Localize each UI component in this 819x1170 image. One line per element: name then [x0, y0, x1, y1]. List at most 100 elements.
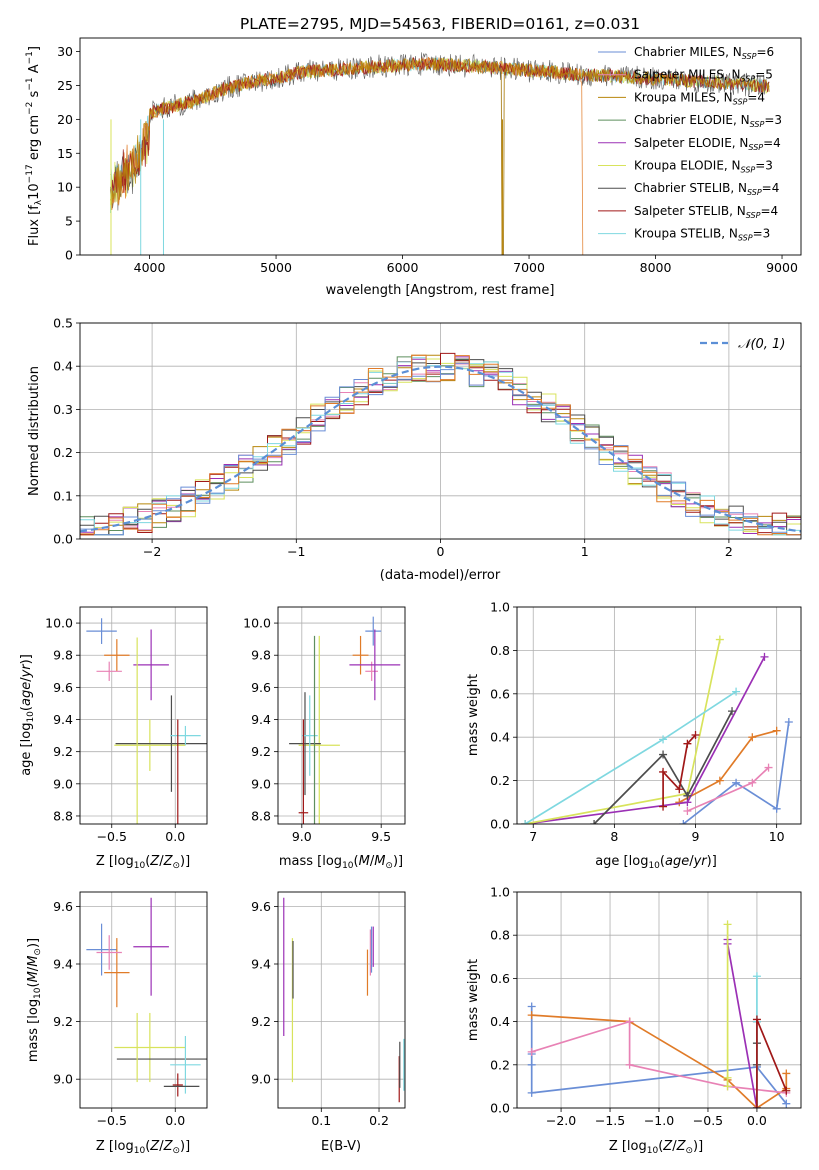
y-tick-label: 9.2	[53, 1014, 73, 1029]
errorbar-points	[283, 897, 405, 1103]
y-tick-label: 9.0	[53, 1072, 73, 1087]
massweight-vs-metallicity-panel: −2.0 −1.5 −1.0 −0.5 0.0 0.0 0.2 0.4 0.6 0.8 1.0	[490, 885, 802, 1128]
x-tick-label: 0.0	[747, 1113, 767, 1128]
residual-histogram-panel: −2 −1 0 1 2 0.0 0.1 0.2 0.3 0.4 0.5 𝒩(0, 1)	[53, 316, 802, 559]
y-tick-label: 9.2	[251, 1014, 271, 1029]
weight-line	[756, 1019, 788, 1108]
p2-ylabel: age [log10(age/yr)]	[19, 654, 36, 776]
x-tick-label: 7	[529, 829, 537, 844]
histogram-legend: 𝒩(0, 1)	[700, 337, 785, 352]
y-tick-label: 0.0	[53, 532, 73, 547]
weight-line	[678, 729, 777, 804]
weight-line	[524, 656, 766, 824]
mass-vs-metallicity-panel: −0.5 0.0 9.0 9.2 9.4 9.6	[53, 891, 208, 1128]
histogram-ylabel: Normed distribution	[27, 366, 42, 496]
legend-label: Salpeter MILES, NSSP=5	[634, 68, 773, 84]
p4-xlabel: age [log10(age/yr)]	[595, 854, 717, 871]
y-tick-label: 0.6	[490, 971, 510, 986]
weight-marker	[675, 785, 684, 794]
y-tick-label: 30	[57, 44, 73, 59]
x-tick-label: −2	[143, 544, 161, 559]
y-tick-label: 0.4	[490, 1014, 510, 1029]
weight-marker	[691, 731, 700, 740]
weight-marker	[723, 920, 732, 929]
y-tick-label: 0	[65, 248, 73, 263]
y-tick-label: 0.2	[53, 445, 73, 460]
y-tick-label: 5	[65, 214, 73, 229]
weight-marker	[772, 726, 781, 735]
y-tick-label: 10.0	[243, 616, 271, 631]
spectrum-xlabel: wavelength [Angstrom, rest frame]	[326, 283, 555, 298]
weight-marker	[748, 733, 757, 742]
x-tick-label: 0.2	[369, 1113, 389, 1128]
x-tick-label: −0.5	[97, 1113, 127, 1128]
y-tick-label: 9.8	[53, 648, 73, 663]
x-tick-label: −1.5	[595, 1113, 625, 1128]
weight-marker	[527, 1011, 536, 1020]
weight-marker	[748, 778, 757, 787]
x-tick-label: 0.0	[165, 829, 185, 844]
weight-marker	[723, 1082, 732, 1091]
y-tick-label: 9.0	[251, 1072, 271, 1087]
x-tick-label: −2.0	[546, 1113, 576, 1128]
x-tick-label: −0.5	[97, 829, 127, 844]
y-tick-label: 15	[57, 146, 73, 161]
weight-marker	[728, 707, 737, 716]
y-tick-label: 0.5	[53, 316, 73, 331]
weight-marker	[715, 635, 724, 644]
x-tick-label: 0.0	[165, 1113, 185, 1128]
legend-label: Kroupa STELIB, NSSP=3	[634, 227, 770, 243]
weight-line	[593, 710, 733, 824]
y-tick-label: 10.0	[45, 616, 73, 631]
x-tick-label: 10	[769, 829, 785, 844]
errorbar-points	[289, 616, 401, 824]
weight-marker	[527, 1002, 536, 1011]
x-tick-label: 9.5	[371, 829, 391, 844]
x-tick-label: −1.0	[644, 1113, 674, 1128]
normal-curve	[80, 365, 801, 533]
x-tick-label: −0.5	[693, 1113, 723, 1128]
weight-marker	[679, 820, 688, 824]
weight-marker	[784, 718, 793, 727]
weight-lines	[527, 920, 791, 1108]
weight-marker	[590, 820, 599, 824]
spectrum-panel: 4000 5000 6000 7000 8000 9000 0 5 10 15 20 25 30 Chab…	[57, 37, 802, 275]
weight-marker	[715, 776, 724, 785]
axes-frame	[516, 606, 802, 825]
y-tick-label: 0.4	[53, 359, 73, 374]
x-tick-label: 8	[610, 829, 618, 844]
weight-marker	[527, 1088, 536, 1097]
histogram-xlabel: (data-model)/error	[380, 568, 501, 583]
weight-line	[682, 721, 790, 824]
y-tick-label: 9.4	[251, 712, 271, 727]
p6-xlabel: E(B-V)	[321, 1139, 361, 1154]
legend-label: Kroupa ELODIE, NSSP=3	[634, 159, 773, 175]
weight-marker	[732, 687, 741, 696]
histogram-series	[80, 354, 801, 536]
weight-marker	[772, 804, 781, 813]
axes-frame	[79, 606, 208, 825]
x-tick-label: 9.0	[292, 829, 312, 844]
weight-line	[726, 939, 758, 1108]
y-tick-label: 9.6	[251, 899, 271, 914]
x-tick-label: 0.1	[311, 1113, 331, 1128]
y-tick-label: 0.8	[490, 643, 510, 658]
x-tick-label: 9	[692, 829, 700, 844]
weight-marker	[659, 767, 668, 776]
weight-marker	[683, 806, 692, 815]
p5-xlabel: Z [log10(Z/Z⊙)]	[96, 1139, 190, 1156]
axes-frame	[277, 891, 406, 1109]
histogram-series	[80, 352, 801, 536]
figure-title: PLATE=2795, MJD=54563, FIBERID=0161, z=0…	[240, 15, 640, 33]
x-tick-label: 6000	[387, 260, 419, 275]
spectrum-lines	[110, 52, 770, 255]
histograms	[80, 352, 801, 536]
axes-frame	[79, 37, 802, 256]
legend-label: Salpeter ELODIE, NSSP=4	[634, 136, 781, 152]
axes-frame	[277, 606, 406, 825]
p5-ylabel: mass [log10(M/M⊙)]	[26, 938, 43, 1062]
y-tick-label: 8.8	[53, 808, 73, 823]
legend-label: Chabrier MILES, NSSP=6	[634, 45, 774, 61]
weight-marker	[659, 802, 668, 811]
x-tick-label: 1	[581, 544, 589, 559]
